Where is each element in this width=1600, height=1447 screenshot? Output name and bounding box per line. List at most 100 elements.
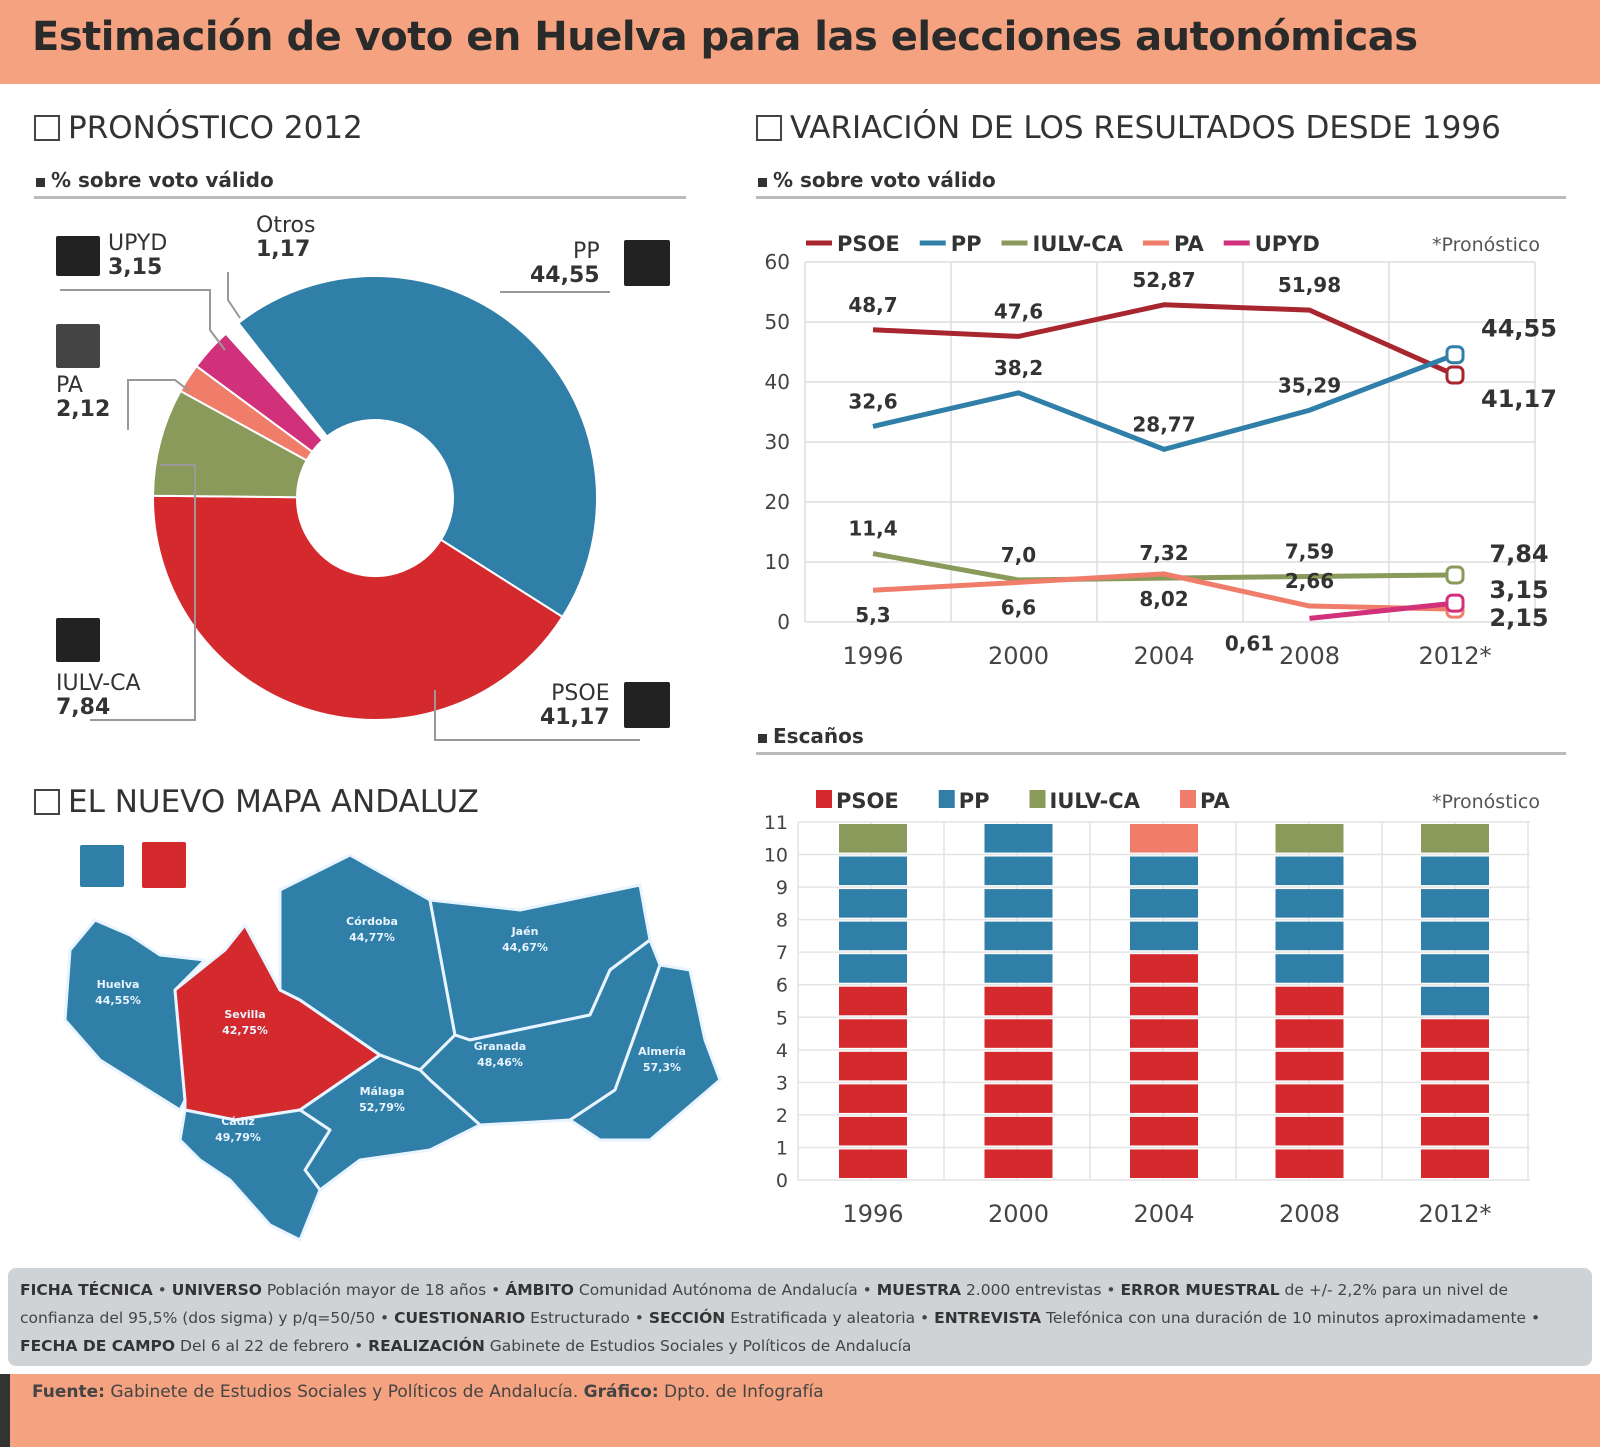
data-label: 3,15 — [1489, 576, 1548, 604]
seat-pp — [1275, 921, 1344, 951]
ficha-value: Del 6 al 22 de febrero — [175, 1337, 350, 1355]
legend-swatch — [938, 790, 955, 808]
x-tick-label: 2004 — [1133, 1200, 1194, 1228]
pronostico-title: PRONÓSTICO 2012 — [68, 110, 363, 146]
seat-pp — [1421, 856, 1489, 886]
seat-psoe — [1130, 1019, 1198, 1048]
x-tick-label: 1996 — [842, 642, 903, 670]
marker-2012 — [1445, 345, 1465, 365]
data-label: 7,0 — [1001, 543, 1036, 567]
ficha-value: 2.000 entrevistas — [961, 1281, 1102, 1299]
ficha-key: ÁMBITO — [505, 1281, 574, 1299]
fuente-label: Fuente: — [32, 1382, 105, 1402]
legend-label: IULV-CA — [1033, 232, 1124, 256]
seat-psoe — [839, 1149, 907, 1178]
seat-iulv-ca — [839, 824, 907, 853]
upyd-logo — [56, 236, 100, 276]
province-name: Cádiz — [221, 1115, 255, 1128]
seat-psoe — [984, 986, 1053, 1016]
seat-psoe — [1421, 1116, 1489, 1146]
data-label: 52,87 — [1132, 268, 1195, 292]
seat-pp — [984, 824, 1053, 853]
seat-pp — [1421, 889, 1489, 918]
data-label: 7,32 — [1139, 541, 1188, 565]
province-value: 44,67% — [502, 941, 548, 954]
data-label: 5,3 — [855, 603, 890, 627]
pa-logo — [56, 324, 100, 368]
series-line-psoe — [872, 302, 1457, 378]
province-almeria — [568, 963, 722, 1142]
province-name: Huelva — [97, 978, 140, 991]
ficha-key: FECHA DE CAMPO — [20, 1337, 176, 1355]
ficha-value: Gabinete de Estudios Sociales y Político… — [484, 1337, 912, 1355]
seat-psoe — [1275, 1019, 1344, 1048]
label-pa: PA 2,12 — [56, 373, 111, 422]
province-value: 44,55% — [95, 994, 141, 1007]
data-label: 7,84 — [1489, 540, 1548, 568]
province-name: Córdoba — [346, 915, 398, 928]
label-otros: Otros 1,17 — [256, 213, 316, 262]
donut-slices — [152, 275, 598, 721]
seat-iulv-ca — [1421, 824, 1489, 853]
y-tick-label: 9 — [776, 877, 788, 899]
legend-label: PP — [951, 232, 982, 256]
ficha-value: de +/- 2,2% para un nivel de confianza d… — [20, 1281, 1509, 1327]
province-value: 48,46% — [477, 1056, 523, 1069]
pronostico-section-title: PRONÓSTICO 2012 — [34, 110, 363, 146]
ficha-key: CUESTIONARIO — [394, 1309, 526, 1327]
y-tick-label: 7 — [776, 942, 788, 964]
pp-map-logo — [80, 845, 124, 887]
legend-label: PA — [1174, 232, 1204, 256]
variacion-section-title: VARIACIÓN DE LOS RESULTADOS DESDE 1996 — [756, 110, 1501, 146]
province-value: 52,79% — [359, 1101, 405, 1114]
y-tick-label: 10 — [764, 845, 788, 867]
fuente-value: Gabinete de Estudios Sociales y Político… — [110, 1382, 579, 1402]
province-name: Málaga — [360, 1085, 405, 1098]
province-name: Jaén — [511, 925, 539, 938]
y-tick-label: 5 — [776, 1007, 788, 1029]
seat-psoe — [984, 1116, 1053, 1146]
y-tick-label: 0 — [777, 610, 790, 634]
ficha-value: Estructurado — [525, 1309, 630, 1327]
seat-psoe — [839, 1084, 907, 1113]
province-value: 57,3% — [643, 1061, 681, 1074]
series-line-upyd — [1309, 600, 1456, 621]
seat-psoe — [1421, 1019, 1489, 1048]
seat-psoe — [1130, 1149, 1198, 1178]
ficha-key: UNIVERSO — [171, 1281, 262, 1299]
ficha-key: MUESTRA — [876, 1281, 962, 1299]
seat-pp — [1421, 954, 1489, 983]
data-label: 6,6 — [1001, 595, 1036, 619]
legend-label: PSOE — [836, 789, 899, 813]
data-label: 2,66 — [1285, 569, 1334, 593]
marker-2012 — [1445, 565, 1465, 585]
seat-pp — [839, 856, 907, 886]
y-tick-label: 2 — [776, 1105, 788, 1127]
x-tick-label: 2000 — [988, 1200, 1049, 1228]
seat-pp — [839, 921, 907, 951]
label-upyd: UPYD 3,15 — [108, 231, 168, 280]
x-tick-label: 2012* — [1418, 642, 1491, 670]
y-tick-label: 3 — [776, 1072, 788, 1094]
series-line-iulv-ca — [872, 551, 1456, 583]
label-pp: PP 44,55 — [530, 239, 600, 288]
data-label: 44,55 — [1481, 315, 1557, 343]
leader-lines — [60, 272, 640, 741]
y-tick-label: 8 — [776, 910, 788, 932]
mapa-title: EL NUEVO MAPA ANDALUZ — [68, 784, 479, 820]
seat-pp — [839, 954, 907, 983]
province-value: 49,79% — [215, 1131, 261, 1144]
seat-psoe — [1275, 1084, 1344, 1113]
data-label: 48,7 — [848, 293, 897, 317]
seat-psoe — [1275, 1116, 1344, 1146]
series-line-pa — [872, 571, 1456, 612]
x-tick-label: 2008 — [1279, 642, 1340, 670]
seat-pp — [984, 889, 1053, 918]
grafico-label: Gráfico: — [583, 1382, 659, 1402]
data-label: 47,6 — [994, 299, 1043, 323]
seat-psoe — [839, 1019, 907, 1048]
fuente-bar: Fuente: Gabinete de Estudios Sociales y … — [0, 1374, 1600, 1447]
slice-otros — [224, 321, 329, 442]
ficha-key: REALIZACIÓN — [368, 1337, 485, 1355]
legend-label: PP — [959, 789, 990, 813]
